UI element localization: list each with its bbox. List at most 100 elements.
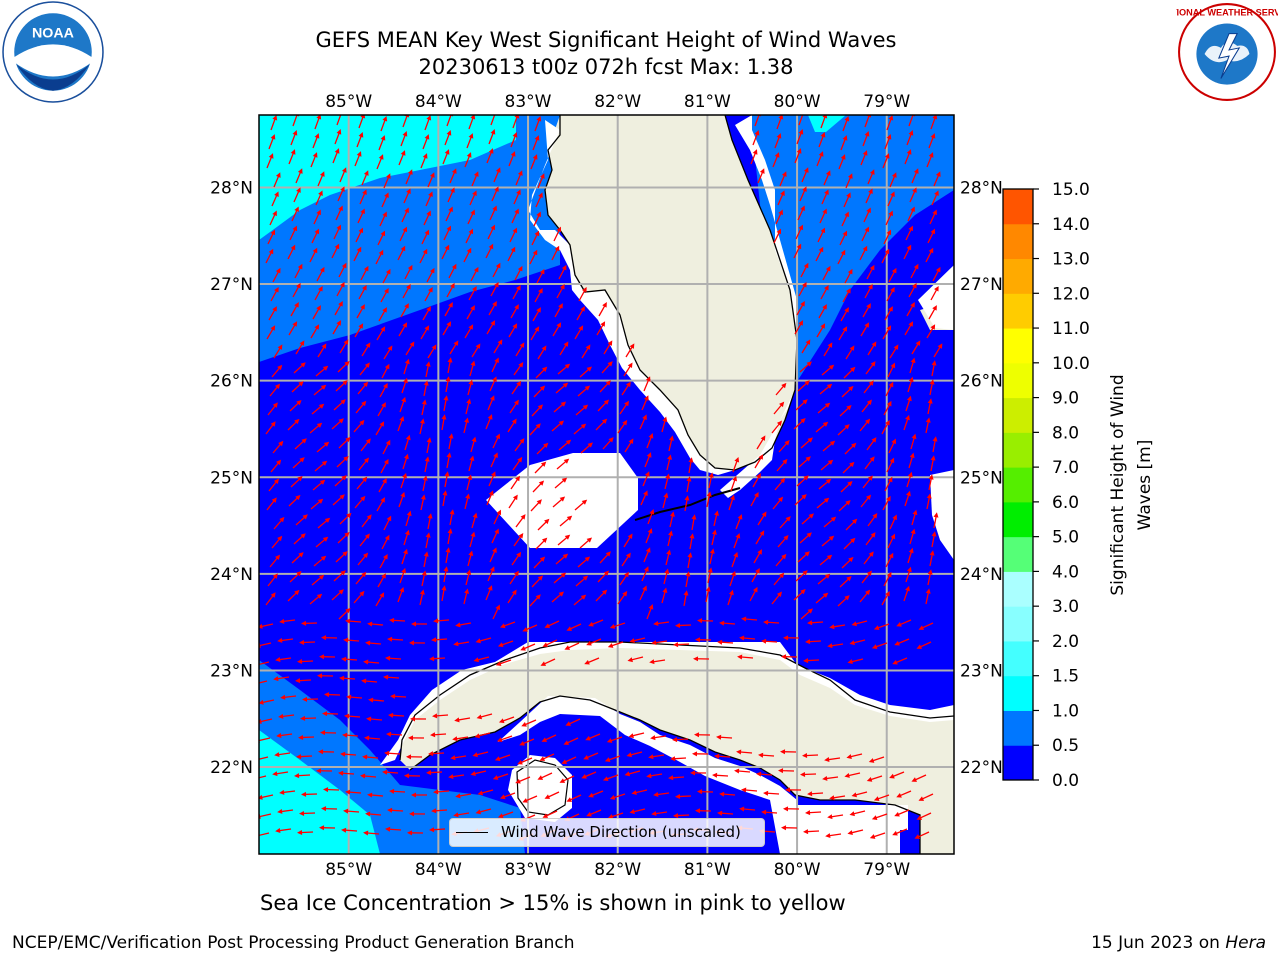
colorbar-segment [1003,223,1033,260]
lat-label-left: 24°N [210,565,253,585]
colorbar [1003,189,1033,781]
lon-label-top: 84°W [415,92,462,112]
colorbar-tick-label: 9.0 [1052,389,1079,409]
lat-label-right: 24°N [960,565,1003,585]
wave-band-1.0-1.5-nw [259,115,516,240]
colorbar-tick-label: 3.0 [1052,597,1079,617]
chart-title: GEFS MEAN Key West Significant Height of… [315,28,897,52]
colorbar-tick-label: 8.0 [1052,423,1079,443]
colorbar-segment [1003,675,1033,711]
colorbar-segment [1003,501,1033,538]
plot-frame [258,114,955,855]
lat-labels-right: 28°N 27°N 26°N 25°N 24°N 23°N 22°N [960,178,1003,778]
lon-label-bottom: 85°W [325,860,372,880]
lon-label-top: 83°W [505,92,552,112]
colorbar-segment [1003,258,1033,294]
lon-label-top: 80°W [774,92,821,112]
wind-wave-arrows [259,115,943,841]
lat-label-right: 22°N [960,758,1003,778]
noaa-logo: NOAA [2,1,104,103]
lon-labels-top: 85°W 84°W 83°W 82°W 81°W 80°W 79°W [325,92,910,112]
lat-label-left: 23°N [210,661,253,681]
lon-label-bottom: 80°W [774,860,821,880]
lon-label-top: 79°W [863,92,910,112]
map-legend: Wind Wave Direction (unscaled) [449,818,765,847]
colorbar-segment [1003,571,1033,607]
colorbar-segment [1003,362,1033,399]
footer-date: 15 Jun 2023 on Hera [1091,933,1266,953]
colorbar-tick-label: 5.0 [1052,528,1079,548]
colorbar-segment [1003,745,1033,781]
footer-date-prefix: 15 Jun 2023 on [1091,933,1226,953]
land-cuba [400,642,954,854]
lon-label-bottom: 82°W [594,860,641,880]
colorbar-frame [1002,188,1034,781]
colorbar-tick-label: 1.0 [1052,701,1079,721]
lat-label-left: 28°N [210,178,253,198]
legend-line-sample [456,832,488,833]
colorbar-tick-label: 11.0 [1052,319,1090,339]
gridlines [259,115,954,854]
footer-date-host: Hera [1225,933,1266,953]
lat-label-right: 25°N [960,468,1003,488]
nws-logo: NATIONAL WEATHER SERVICE [1176,3,1278,101]
colorbar-segment [1003,189,1033,225]
sea-ice-note: Sea Ice Concentration > 15% is shown in … [260,891,846,915]
colorbar-segment [1003,397,1033,433]
colorbar-tick-label: 2.0 [1052,632,1079,652]
lon-label-top: 82°W [594,92,641,112]
colorbar-tick-label: 12.0 [1052,284,1090,304]
colorbar-label-line2: Waves [m] [1135,440,1155,531]
lat-label-right: 26°N [960,372,1003,392]
colorbar-tick-label: 15.0 [1052,180,1090,200]
colorbar-segment [1003,328,1033,364]
lon-label-bottom: 81°W [684,860,731,880]
nodata-bahamas-east [930,470,954,560]
colorbar-segment [1003,536,1033,572]
nodata-south-strip [818,830,900,854]
chart-subtitle: 20230613 t00z 072h fcst Max: 1.38 [418,55,794,79]
colorbar-tick-label: 0.0 [1052,771,1079,791]
colorbar-segment [1003,432,1033,468]
lon-label-bottom: 83°W [505,860,552,880]
wave-band-1.0-1.5-atlantic [808,115,846,132]
colorbar-segment [1003,640,1033,677]
nodata-se-strip [797,805,908,854]
lat-label-left: 27°N [210,275,253,295]
lon-labels-bottom: 85°W 84°W 83°W 82°W 81°W 80°W 79°W [325,860,910,880]
coastline-cuba [399,641,954,854]
colorbar-tick-label: 13.0 [1052,250,1090,270]
coastline-isla [516,759,569,816]
lat-label-left: 22°N [210,758,253,778]
colorbar-tick-label: 4.0 [1052,562,1079,582]
colorbar-label-line1: Significant Height of Wind [1108,374,1128,595]
colorbar-tick-label: 0.5 [1052,736,1079,756]
legend-label: Wind Wave Direction (unscaled) [501,823,741,841]
nodata-isla-ring [508,755,572,822]
lat-label-left: 25°N [210,468,253,488]
colorbar-segment [1003,467,1033,503]
lat-labels-left: 28°N 27°N 26°N 25°N 24°N 23°N 22°N [210,178,253,778]
colorbar-tick-label: 1.5 [1052,667,1079,687]
colorbar-ticks: 0.0 0.5 1.0 1.5 2.0 3.0 4.0 5.0 6.0 7.0 8.0 9.0 10.0… [1033,180,1090,791]
colorbar-tick-label: 10.0 [1052,354,1090,374]
lat-label-left: 26°N [210,372,253,392]
lon-label-top: 81°W [684,92,731,112]
colorbar-tick-label: 7.0 [1052,458,1079,478]
nodata-bahamas-ne [918,265,954,330]
colorbar-tick-label: 6.0 [1052,493,1079,513]
lat-label-right: 23°N [960,661,1003,681]
colorbar-segment [1003,606,1033,642]
colorbar-segment [1003,293,1033,329]
lon-label-bottom: 79°W [863,860,910,880]
lat-label-right: 28°N [960,178,1003,198]
nodata-south-cuba [498,696,797,854]
lon-label-top: 85°W [325,92,372,112]
nodata-north-cuba [380,642,954,765]
lat-label-right: 27°N [960,275,1003,295]
colorbar-tick-label: 14.0 [1052,215,1090,235]
svg-text:NOAA: NOAA [32,26,74,42]
svg-text:NATIONAL WEATHER SERVICE: NATIONAL WEATHER SERVICE [1176,7,1278,17]
wave-band-1.0-1.5-sw [259,730,380,854]
